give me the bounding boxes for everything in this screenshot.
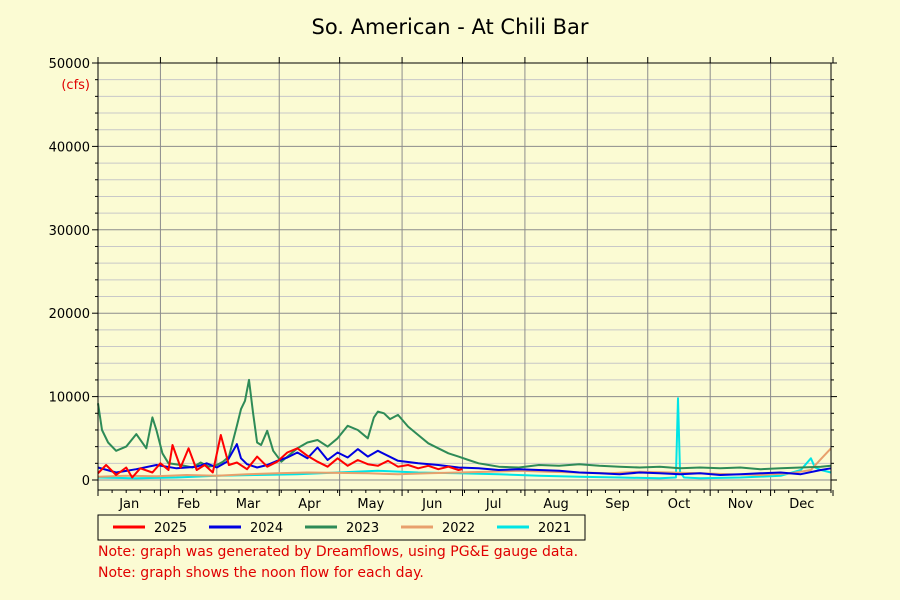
y-tick-label: 50000: [49, 57, 90, 72]
x-tick-label: May: [357, 497, 384, 512]
chart-axes: 0 10000 20000 30000 40000 50000 Jan Feb Mar Apr Ma…: [49, 57, 837, 512]
chart-series: [97, 378, 832, 480]
x-tick-label: Jul: [485, 497, 502, 512]
x-tick-label: Dec: [789, 497, 814, 512]
y-tick-label: 30000: [49, 224, 90, 239]
chart-title: So. American - At Chili Bar: [312, 15, 589, 39]
x-tick-label: Jun: [421, 497, 442, 512]
x-tick-label: Feb: [177, 497, 200, 512]
legend-frame: [97, 514, 586, 541]
legend-label-2024: 2024: [250, 521, 283, 536]
y-axis-unit: (cfs): [61, 78, 90, 93]
legend-label-2023: 2023: [346, 521, 379, 536]
plot-frame: [97, 62, 832, 491]
series-line-2023: [97, 378, 832, 471]
legend-label-2021: 2021: [538, 521, 571, 536]
x-tick-label: Aug: [543, 497, 568, 512]
series-line-2022: [97, 447, 832, 478]
x-tick-label: Oct: [668, 497, 690, 512]
x-tick-label: Mar: [236, 497, 261, 512]
y-tick-label: 0: [82, 474, 90, 489]
note-noon-flow: Note: graph shows the noon flow for each…: [98, 565, 424, 581]
legend-label-2022: 2022: [442, 521, 475, 536]
y-tick-label: 40000: [49, 140, 90, 155]
legend-label-2025: 2025: [154, 521, 187, 536]
chart-grid: [98, 62, 831, 490]
series-line-2024: [97, 443, 832, 476]
x-tick-label: Nov: [728, 497, 754, 512]
y-tick-label: 10000: [49, 391, 90, 406]
x-tick-label: Sep: [605, 497, 630, 512]
series-line-2025: [97, 434, 463, 479]
x-tick-label: Jan: [118, 497, 139, 512]
note-source: Note: graph was generated by Dreamflows,…: [98, 544, 579, 560]
y-tick-label: 20000: [49, 307, 90, 322]
x-tick-label: Apr: [298, 497, 321, 512]
chart-legend: 2025 2024 2023 2022 2021: [97, 514, 586, 541]
